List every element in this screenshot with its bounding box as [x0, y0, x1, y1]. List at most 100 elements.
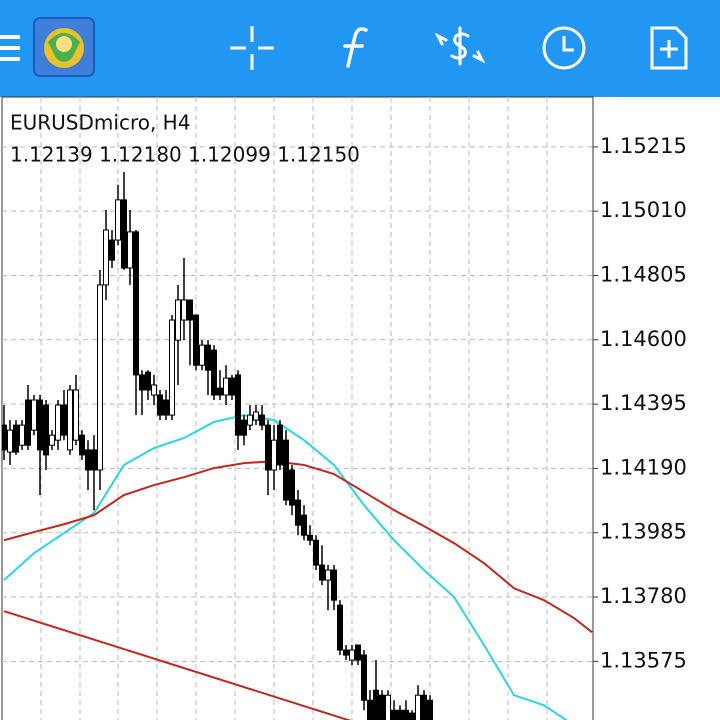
- plot: [2, 171, 593, 720]
- candle-body: [391, 709, 397, 720]
- candle-body: [19, 424, 25, 446]
- candle-body: [199, 344, 205, 366]
- candle-body: [361, 654, 367, 701]
- y-tick-label: 1.14805: [600, 262, 687, 286]
- candle-body: [217, 387, 223, 396]
- indicators-button[interactable]: [343, 27, 368, 68]
- candle-body: [193, 314, 199, 366]
- candle-body: [61, 404, 67, 436]
- candle-body: [313, 539, 319, 566]
- ohlc-info: 1.12139 1.12180 1.12099 1.12150: [10, 143, 360, 167]
- chart-title: EURUSDmicro, H4: [10, 111, 190, 135]
- y-tick-label: 1.13575: [600, 648, 687, 672]
- candle-body: [385, 694, 391, 720]
- candle-body: [31, 399, 37, 431]
- candle-body: [403, 709, 409, 720]
- candle-body: [145, 371, 151, 391]
- new-order-button[interactable]: [650, 26, 688, 70]
- candle-body: [271, 439, 277, 471]
- candle-body: [49, 434, 55, 446]
- candle-body: [283, 439, 289, 501]
- indicator-line: [3, 610, 352, 720]
- indicator-line: [3, 460, 593, 633]
- y-tick-label: 1.13985: [600, 520, 687, 544]
- candle-body: [415, 694, 421, 720]
- candle-body: [337, 604, 343, 651]
- candle-body: [253, 411, 259, 421]
- candle-body: [343, 649, 349, 656]
- y-tick-label: 1.14600: [600, 327, 687, 351]
- candle-body: [241, 419, 247, 436]
- candle-body: [79, 434, 85, 456]
- candle-body: [331, 569, 337, 601]
- candle-body: [85, 449, 91, 471]
- trade-button[interactable]: [434, 26, 486, 66]
- candle-body: [325, 569, 331, 581]
- candle-body: [349, 649, 355, 661]
- candle-body: [163, 399, 169, 416]
- chart-frame: [1, 96, 594, 720]
- candle-body: [355, 644, 361, 661]
- candle-body: [211, 349, 217, 396]
- candle-body: [265, 424, 271, 471]
- candle-body: [277, 424, 283, 466]
- candle-body: [247, 414, 253, 426]
- toolbar: [0, 0, 720, 97]
- candle-body: [91, 449, 97, 471]
- crosshair-button[interactable]: [230, 26, 274, 70]
- candle-body: [319, 564, 325, 581]
- app-logo[interactable]: [33, 17, 95, 77]
- price-axis: 1.15215 1.15010 1.14805 1.14600 1.14395 1.141…: [593, 134, 687, 672]
- candle-body: [295, 499, 301, 526]
- candle-body: [37, 399, 43, 451]
- candle-body: [205, 344, 211, 371]
- indicator-line: [3, 414, 568, 720]
- menu-button[interactable]: [0, 35, 20, 61]
- candle-body: [427, 699, 433, 720]
- candle-body: [373, 689, 379, 720]
- candle-body: [379, 694, 385, 720]
- candle-body: [43, 404, 49, 456]
- candle-body: [229, 377, 235, 396]
- candle-body: [151, 384, 157, 396]
- candle-body: [133, 231, 139, 376]
- candle-body: [13, 424, 19, 453]
- candle-body: [2, 424, 7, 451]
- candle-body: [73, 389, 79, 441]
- candle-body: [55, 404, 61, 441]
- candle-body: [103, 229, 109, 286]
- candle-body: [289, 469, 295, 506]
- candle-body: [235, 374, 241, 436]
- y-tick-label: 1.15215: [600, 134, 687, 158]
- y-tick-label: 1.14190: [600, 455, 687, 479]
- candle-body: [367, 699, 373, 720]
- candle-body: [175, 299, 181, 341]
- candle-body: [307, 534, 313, 541]
- y-tick-label: 1.15010: [600, 198, 687, 222]
- candle-body: [157, 394, 163, 416]
- candle-body: [397, 709, 403, 720]
- candle-body: [67, 389, 73, 451]
- candle-body: [223, 377, 229, 396]
- candle-body: [409, 712, 415, 720]
- candle-body: [127, 231, 133, 269]
- history-button[interactable]: [542, 26, 586, 70]
- candle-body: [109, 239, 115, 261]
- candle-body: [181, 299, 187, 321]
- candle-body: [121, 199, 127, 269]
- time-grid: [40, 97, 548, 720]
- candle-body: [421, 694, 427, 720]
- candle-body: [7, 429, 13, 453]
- candle-body: [97, 284, 103, 471]
- candle-body: [169, 319, 175, 416]
- candle-body: [259, 414, 265, 426]
- candle-body: [301, 514, 307, 536]
- y-tick-label: 1.13780: [600, 584, 687, 608]
- candle-body: [139, 374, 145, 391]
- candle-body: [25, 399, 31, 446]
- candle-body: [187, 299, 193, 321]
- y-tick-label: 1.14395: [600, 391, 687, 415]
- candle-body: [115, 199, 121, 241]
